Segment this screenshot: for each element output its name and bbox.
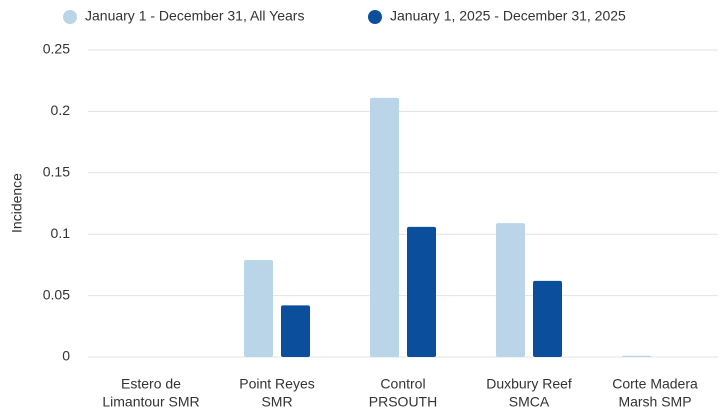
x-tick-label: Limantour SMR [102, 394, 199, 410]
legend-label: January 1, 2025 - December 31, 2025 [390, 8, 626, 24]
bar [370, 97, 399, 357]
x-tick-label: Control [380, 376, 425, 392]
x-tick-label: PRSOUTH [369, 394, 437, 410]
legend-marker [368, 10, 382, 24]
legend-marker [63, 10, 77, 24]
bar [244, 259, 273, 357]
bar [407, 226, 436, 357]
y-tick-label: 0.25 [43, 41, 70, 57]
bar [533, 280, 562, 357]
bar [622, 355, 651, 357]
x-tick-label: Duxbury Reef [486, 376, 572, 392]
x-tick-label: SMR [261, 394, 292, 410]
x-tick-label: Estero de [121, 376, 181, 392]
y-tick-label: 0.05 [43, 286, 70, 302]
legend-label: January 1 - December 31, All Years [85, 8, 304, 24]
y-tick-label: 0.1 [51, 225, 71, 241]
y-tick-label: 0.15 [43, 164, 70, 180]
y-axis-label: Incidence [9, 173, 25, 233]
x-tick-label: Point Reyes [239, 376, 314, 392]
bar [496, 223, 525, 357]
y-tick-label: 0 [62, 348, 70, 364]
y-tick-label: 0.2 [51, 102, 71, 118]
x-tick-label: Corte Madera [612, 376, 698, 392]
x-tick-label: SMCA [509, 394, 550, 410]
x-tick-label: Marsh SMP [618, 394, 691, 410]
bar [281, 305, 310, 357]
